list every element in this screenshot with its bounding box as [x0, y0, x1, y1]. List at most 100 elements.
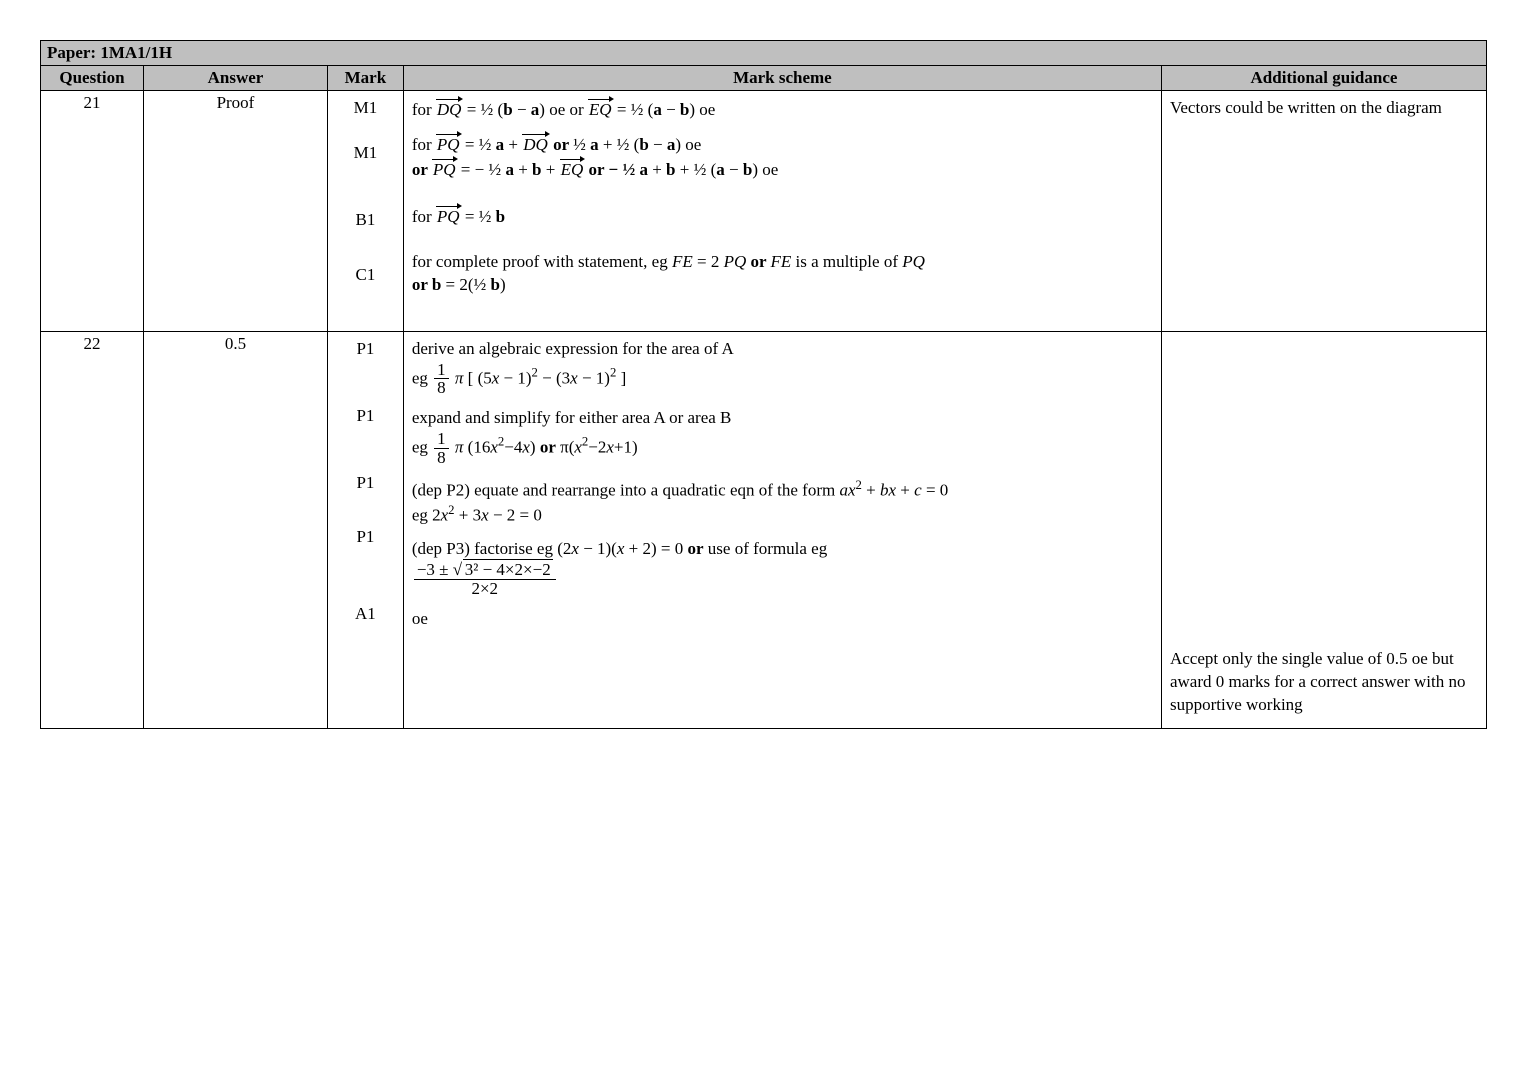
cell-answer: Proof [143, 91, 327, 332]
text: eg [412, 368, 432, 387]
mark-code: A1 [336, 603, 395, 626]
mark-scheme-table: Paper: 1MA1/1H Question Answer Mark Mark… [40, 40, 1487, 729]
scheme-line: oe [412, 608, 1153, 631]
text: = ½ ( [613, 100, 654, 119]
mark-code: C1 [336, 264, 395, 287]
text: FE [672, 252, 693, 271]
page: Paper: 1MA1/1H Question Answer Mark Mark… [40, 40, 1487, 729]
text: + [652, 160, 666, 179]
table-row: 22 0.5 P1 P1 P1 P1 A1 derive an algebrai… [41, 331, 1487, 729]
text: − 1) [578, 368, 610, 387]
text: 2×2 [414, 579, 556, 598]
scheme-line: for PQ = ½ a + DQ or ½ a + ½ (b − a) oe [412, 132, 1153, 157]
scheme-line: eg 2x2 + 3x − 2 = 0 [412, 502, 1153, 528]
text: is a multiple of [796, 252, 903, 271]
cell-scheme: for DQ = ½ (b − a) oe or EQ = ½ (a − b) … [403, 91, 1161, 332]
text: π( [560, 437, 574, 456]
text: = 2(½ [441, 275, 490, 294]
col-header-question: Question [41, 66, 144, 91]
vector-eq-icon: EQ [561, 157, 584, 182]
text: ) oe [689, 100, 715, 119]
text: for [412, 135, 436, 154]
cell-marks: M1 M1 B1 C1 [328, 91, 404, 332]
col-header-scheme: Mark scheme [403, 66, 1161, 91]
scheme-line: for PQ = ½ b [412, 204, 1153, 229]
text: = ½ ( [467, 100, 504, 119]
cell-scheme: derive an algebraic expression for the a… [403, 331, 1161, 729]
scheme-line: expand and simplify for either area A or… [412, 407, 1153, 430]
text: − 2 = 0 [493, 506, 542, 525]
text: ½ [573, 135, 590, 154]
text: + [518, 160, 532, 179]
text: or [688, 539, 704, 558]
text: + [866, 481, 880, 500]
cell-guidance: Accept only the single value of 0.5 oe b… [1161, 331, 1486, 729]
text: + 2) = 0 [629, 539, 688, 558]
text: or [540, 437, 556, 456]
vector-dq-icon: DQ [523, 132, 548, 157]
text: or − ½ [589, 160, 640, 179]
scheme-line: eg 18 π (16x2−4x) or π(x2−2x+1) [412, 430, 1153, 467]
text: 3² − 4×2×−2 [463, 559, 553, 579]
text: use of formula eg [708, 539, 827, 558]
text: − 1)( [583, 539, 617, 558]
text: −3 ± [417, 560, 453, 579]
text: − (3 [542, 368, 570, 387]
text: + 3 [459, 506, 481, 525]
fraction-icon: 18 [434, 361, 449, 398]
scheme-line: for complete proof with statement, eg FE… [412, 251, 1153, 274]
scheme-line: (dep P2) equate and rearrange into a qua… [412, 477, 1153, 503]
text: c [914, 481, 922, 500]
mark-code: P1 [336, 472, 395, 495]
text: for complete proof with statement, eg [412, 252, 672, 271]
text: or [412, 160, 432, 179]
text: or [412, 275, 432, 294]
text: for [412, 207, 436, 226]
text: PQ [902, 252, 925, 271]
text: = 2 [697, 252, 719, 271]
text: (dep P3) factorise eg (2 [412, 539, 572, 558]
text: eg [412, 437, 432, 456]
paper-header-row: Paper: 1MA1/1H [41, 41, 1487, 66]
paper-title: Paper: 1MA1/1H [41, 41, 1487, 66]
scheme-line: for DQ = ½ (b − a) oe or EQ = ½ (a − b) … [412, 97, 1153, 122]
text: +1) [614, 437, 638, 456]
text: PQ [724, 252, 747, 271]
text: or [751, 252, 771, 271]
text: + ½ ( [603, 135, 640, 154]
col-header-answer: Answer [143, 66, 327, 91]
text: eg 2 [412, 506, 441, 525]
text: − 1) [499, 368, 531, 387]
column-header-row: Question Answer Mark Mark scheme Additio… [41, 66, 1487, 91]
scheme-line: −3 ± 3² − 4×2×−2 2×2 [412, 561, 1153, 598]
text: for [412, 100, 436, 119]
text: FE [771, 252, 792, 271]
guidance-text: Accept only the single value of 0.5 oe b… [1170, 648, 1478, 717]
mark-code: B1 [336, 209, 395, 232]
table-row: 21 Proof M1 M1 B1 C1 for DQ = ½ (b − a) … [41, 91, 1487, 332]
mark-code: P1 [336, 338, 395, 361]
vector-dq-icon: DQ [437, 97, 462, 122]
text: = ½ [465, 135, 496, 154]
text: (16 [468, 437, 491, 456]
quadratic-formula-icon: −3 ± 3² − 4×2×−2 2×2 [414, 561, 556, 598]
mark-code: P1 [336, 405, 395, 428]
mark-code: M1 [336, 142, 395, 165]
scheme-line: derive an algebraic expression for the a… [412, 338, 1153, 361]
text: = ½ [465, 207, 496, 226]
vector-pq-icon: PQ [437, 132, 460, 157]
cell-question: 22 [41, 331, 144, 729]
text: + [508, 135, 522, 154]
scheme-line: or b = 2(½ b) [412, 274, 1153, 297]
vector-eq-icon: EQ [589, 97, 612, 122]
text: bx [880, 481, 896, 500]
text: or [553, 135, 573, 154]
mark-code: M1 [336, 97, 395, 120]
text: ) oe [675, 135, 701, 154]
col-header-guidance: Additional guidance [1161, 66, 1486, 91]
text: + [900, 481, 914, 500]
text: ax [839, 481, 855, 500]
text: + ½ ( [680, 160, 717, 179]
text: ) [530, 437, 540, 456]
text: + [546, 160, 560, 179]
